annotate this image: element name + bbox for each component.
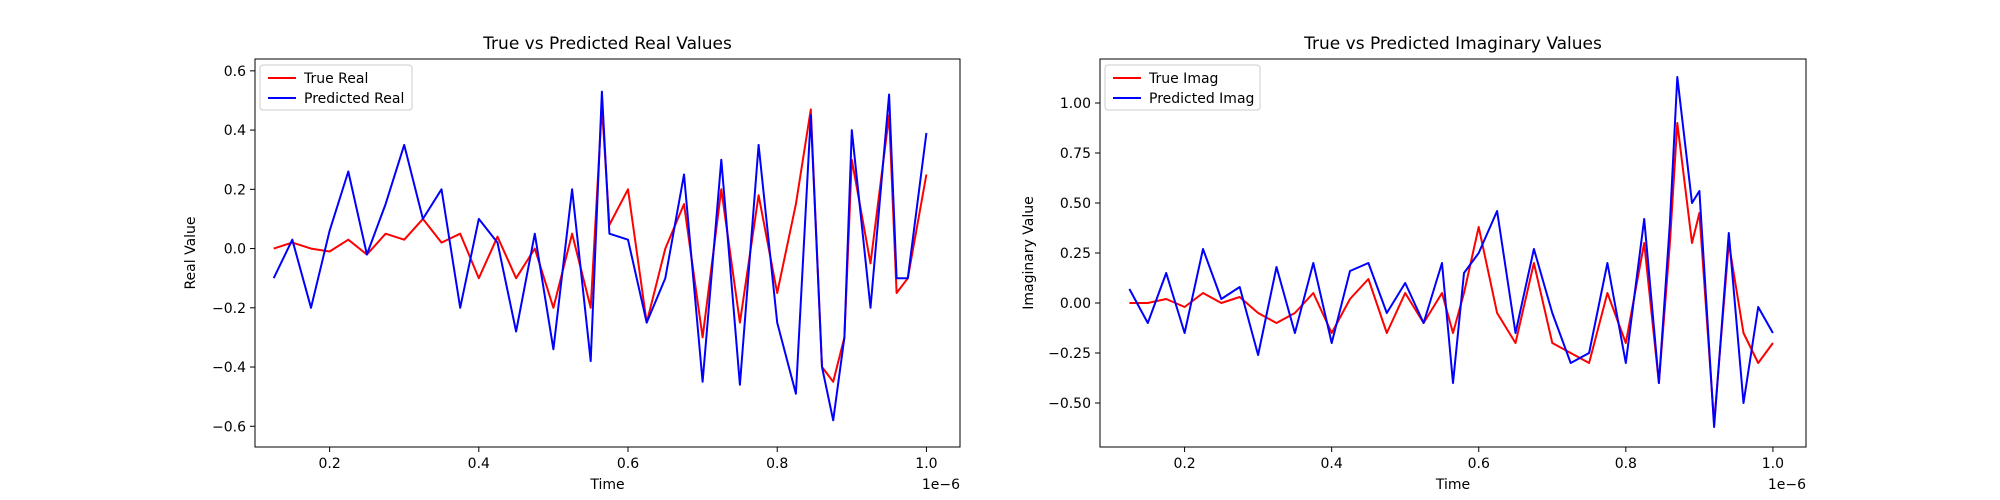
legend-entry: Predicted Real — [304, 91, 404, 107]
series-line-predicted-real — [272, 90, 928, 422]
legend-entry: Predicted Imag — [1149, 91, 1254, 107]
series-line-true-imag — [1129, 122, 1774, 424]
axes-frame — [254, 58, 961, 448]
legend: True Real Predicted Real — [259, 64, 413, 111]
x-tick-label: 0.4 — [1321, 456, 1343, 472]
y-tick-label: 0.00 — [1060, 296, 1091, 312]
legend-entry: True Real — [303, 71, 368, 87]
y-tick-label: −0.25 — [1048, 346, 1091, 362]
y-tick-label: 0.25 — [1060, 246, 1091, 262]
x-offset-label: 1e−6 — [922, 477, 960, 493]
legend-box — [259, 64, 413, 111]
x-tick-label: 1.0 — [915, 456, 937, 472]
x-offset-label: 1e−6 — [1768, 477, 1806, 493]
x-tick-label: 0.2 — [1173, 456, 1195, 472]
y-axis-label: Real Value — [183, 216, 199, 289]
y-tick-label: 0.75 — [1060, 146, 1091, 162]
x-tick-label: 1.0 — [1762, 456, 1784, 472]
x-tick-label: 0.2 — [318, 456, 340, 472]
imaginary-values-chart: 0.2 0.4 0.6 0.8 1.0 −0.50 −0.25 0.00 0.25 0.50 0.7… — [1021, 34, 1807, 493]
y-tick-label: −0.2 — [212, 301, 246, 317]
legend-box — [1104, 64, 1261, 111]
y-tick-label: 0.2 — [224, 182, 246, 198]
y-tick-label: 0.4 — [224, 123, 246, 139]
y-tick-label: 0.6 — [224, 64, 246, 80]
x-tick-label: 0.8 — [1615, 456, 1637, 472]
x-tick-label: 0.6 — [617, 456, 639, 472]
y-tick-label: −0.50 — [1048, 396, 1091, 412]
y-tick-label: −0.4 — [212, 360, 246, 376]
x-axis-label: Time — [589, 477, 624, 493]
legend: True Imag Predicted Imag — [1104, 64, 1261, 111]
y-tick-label: 0.0 — [224, 242, 246, 258]
axes-frame — [1099, 58, 1807, 448]
chart-title: True vs Predicted Imaginary Values — [1303, 34, 1602, 54]
real-values-chart: 0.2 0.4 0.6 0.8 1.0 −0.6 −0.4 −0.2 0.0 0.2 0.4 0.6 T… — [183, 34, 961, 493]
legend-entry: True Imag — [1148, 71, 1218, 87]
chart-title: True vs Predicted Real Values — [482, 34, 732, 54]
series-line-true-real — [273, 105, 928, 383]
x-tick-label: 0.4 — [468, 456, 490, 472]
x-axis-label: Time — [1435, 477, 1470, 493]
y-tick-label: 0.50 — [1060, 196, 1091, 212]
series-line-predicted-imag — [1128, 76, 1774, 428]
y-tick-label: 1.00 — [1060, 96, 1091, 112]
x-tick-label: 0.6 — [1468, 456, 1490, 472]
y-axis-label: Imaginary Value — [1021, 196, 1037, 310]
x-tick-label: 0.8 — [766, 456, 788, 472]
y-tick-label: −0.6 — [212, 419, 246, 435]
